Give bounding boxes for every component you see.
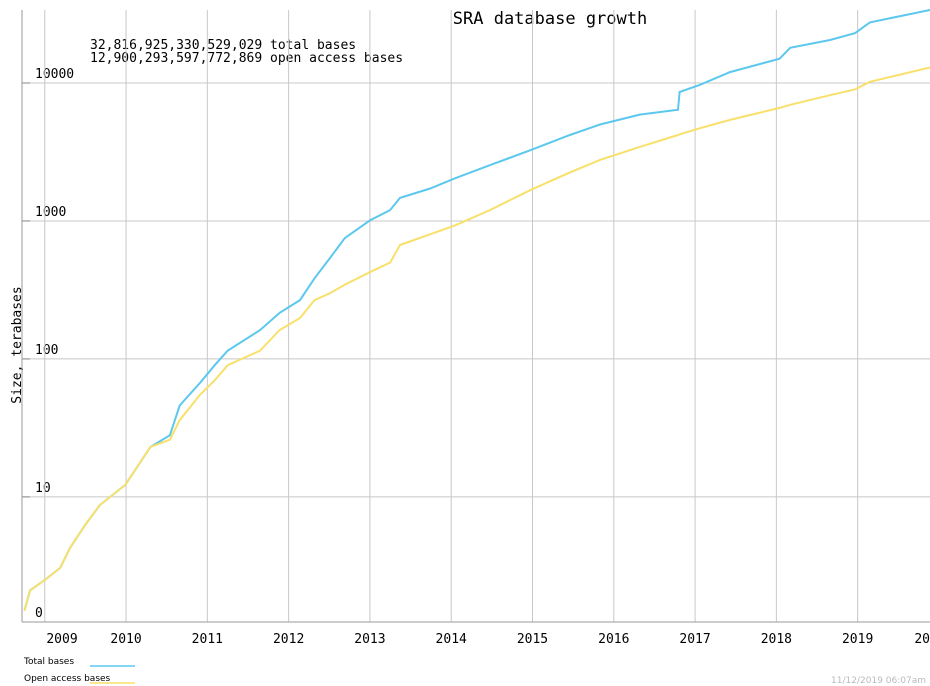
legend-label: Open access bases [24,674,111,684]
y-axis-label: Size, terabases [10,286,25,403]
chart-title: SRA database growth [453,9,647,29]
x-tick-label: 20 [914,632,930,647]
y-tick-label: 100 [35,343,58,358]
x-tick-label: 2016 [598,632,629,647]
y-tick-label: 0 [35,606,43,621]
x-tick-label: 2010 [110,632,141,647]
y-tick-label: 10 [35,481,51,496]
x-tick-label: 2017 [679,632,710,647]
x-tick-label: 2013 [354,632,385,647]
x-tick-label: 2019 [842,632,873,647]
annotation: 32,816,925,330,529,029 total bases [90,38,356,53]
series-line [23,66,930,611]
y-tick-label: 1000 [35,205,66,220]
legend-label: Total bases [23,657,74,667]
y-tick-label: 10000 [35,67,74,82]
timestamp: 11/12/2019 06:07am [831,676,926,686]
x-tick-label: 2011 [192,632,223,647]
series-line [23,9,930,611]
x-tick-label: 2015 [517,632,548,647]
x-tick-label: 2009 [46,632,77,647]
x-tick-label: 2018 [761,632,792,647]
x-tick-label: 2012 [273,632,304,647]
annotation: 12,900,293,597,772,869 open access bases [90,51,403,66]
x-tick-label: 2014 [436,632,467,647]
